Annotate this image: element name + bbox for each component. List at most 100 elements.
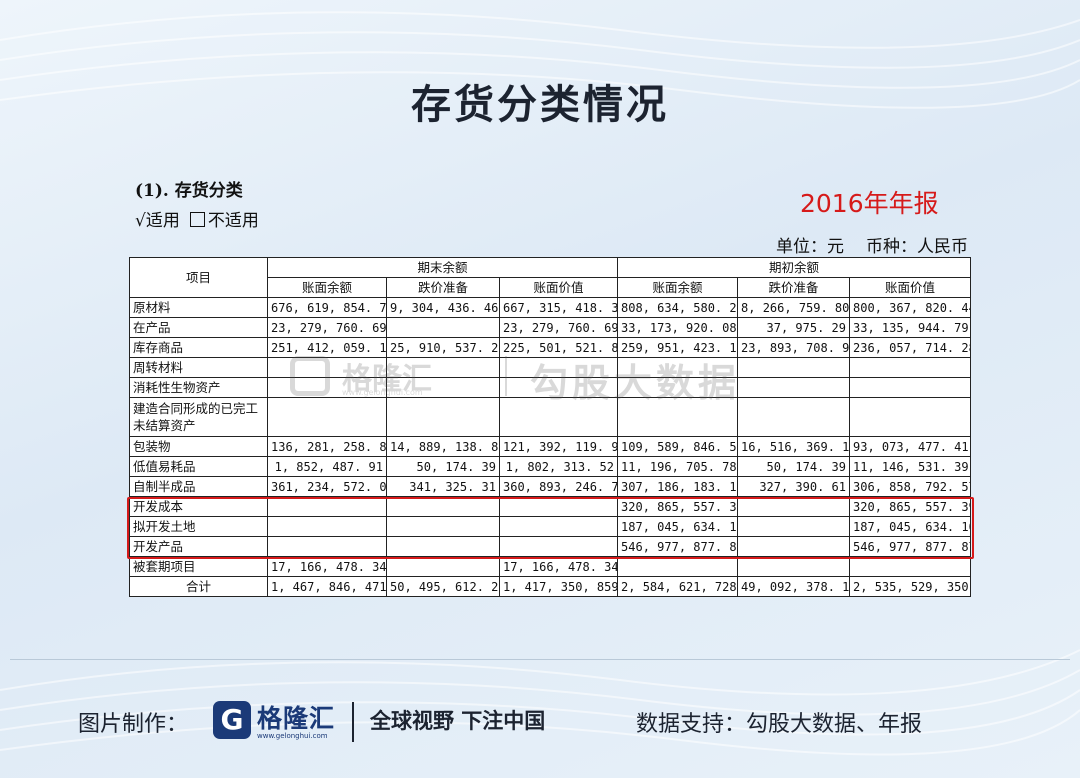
table-cell — [737, 556, 851, 577]
table-cell — [386, 536, 500, 557]
table-cell — [617, 357, 739, 378]
page-title: 存货分类情况 — [411, 82, 669, 128]
table-cell: 1, 802, 313. 52 — [498, 456, 619, 477]
table-cell: 33, 135, 944. 79 — [849, 317, 972, 338]
table-cell: 676, 619, 854. 76 — [267, 297, 387, 318]
table-cell: 667, 315, 418. 30 — [498, 297, 619, 318]
row-label: 建造合同形成的已完工未结算资产 — [129, 397, 268, 437]
row-label: 在产品 — [129, 317, 268, 338]
data-source: 数据支持：勾股大数据、年报 — [636, 712, 923, 737]
unit-label: 单位：元 — [776, 237, 844, 257]
slogan: 全球视野 下注中国 — [370, 709, 546, 733]
table-cell — [498, 377, 619, 398]
table-cell: 17, 166, 478. 34 — [498, 556, 619, 577]
table-row: 在产品 23, 279, 760. 69 23, 279, 760. 69 33, 1… — [129, 317, 972, 338]
unit-line: 单位：元 币种：人民币 — [776, 232, 968, 257]
gelonghui-logo: G 格隆汇 www.gelonghui.com — [213, 699, 353, 743]
table-cell: 236, 057, 714. 28 — [849, 337, 972, 358]
table-cell: 50, 495, 612. 26 — [386, 576, 500, 597]
table-cell: 37, 975. 29 — [737, 317, 851, 338]
table-cell: 23, 893, 708. 90 — [737, 337, 851, 358]
row-label: 库存商品 — [129, 337, 268, 358]
table-body: 原材料 676, 619, 854. 76 9, 304, 436. 46 667, … — [129, 297, 972, 597]
table-cell — [617, 556, 739, 577]
table-cell: 109, 589, 846. 54 — [617, 436, 739, 457]
table-cell — [267, 536, 387, 557]
table-cell — [737, 357, 851, 378]
table-row: 被套期项目 17, 166, 478. 34 17, 166, 478. 34 — [129, 556, 972, 577]
table-cell: 306, 858, 792. 57 — [849, 476, 972, 497]
table-cell — [849, 357, 972, 378]
table-cell: 187, 045, 634. 10 — [617, 516, 739, 537]
table-cell — [498, 357, 619, 378]
table-cell: 93, 073, 477. 41 — [849, 436, 972, 457]
header-item: 项目 — [129, 257, 268, 298]
table-cell: 49, 092, 378. 12 — [737, 576, 851, 597]
header-book-balance: 账面余额 — [267, 277, 387, 298]
table-cell — [617, 377, 739, 398]
table-cell — [498, 536, 619, 557]
table-cell — [737, 496, 851, 517]
row-label: 拟开发土地 — [129, 516, 268, 537]
table-cell — [386, 377, 500, 398]
table-row: 建造合同形成的已完工未结算资产 — [129, 397, 972, 437]
table-row: 合计1, 467, 846, 471. 6850, 495, 612. 261,… — [129, 576, 972, 597]
table-row: 拟开发土地 187, 045, 634. 10 187, 045, 634. 10 — [129, 516, 972, 537]
table-row: 开发产品 546, 977, 877. 87 546, 977, 877. 87 — [129, 536, 972, 557]
table-row: 周转材料 — [129, 357, 972, 378]
table-cell — [498, 397, 619, 437]
table-cell: 2, 535, 529, 350. 24 — [849, 576, 972, 597]
table-cell: 16, 516, 369. 13 — [737, 436, 851, 457]
table-cell: 25, 910, 537. 26 — [386, 337, 500, 358]
header-book-value: 账面价值 — [498, 277, 619, 298]
table-cell: 259, 951, 423. 18 — [617, 337, 739, 358]
table-cell — [386, 516, 500, 537]
row-label: 自制半成品 — [129, 476, 268, 497]
made-by-label: 图片制作： — [78, 712, 189, 737]
table-cell: 1, 852, 487. 91 — [267, 456, 387, 477]
table-cell — [737, 377, 851, 398]
table-cell — [386, 556, 500, 577]
applicability-line: √适用 不适用 — [135, 206, 259, 231]
table-cell — [849, 377, 972, 398]
table-cell — [267, 377, 387, 398]
table-cell: 23, 279, 760. 69 — [498, 317, 619, 338]
checkbox-empty-icon — [189, 212, 205, 227]
row-label: 开发产品 — [129, 536, 268, 557]
table-cell: 121, 392, 119. 98 — [498, 436, 619, 457]
table-cell — [386, 397, 500, 437]
table-cell: 33, 173, 920. 08 — [617, 317, 739, 338]
table-cell — [498, 516, 619, 537]
table-cell — [617, 397, 739, 437]
table-cell: 11, 196, 705. 78 — [617, 456, 739, 477]
report-tag: 2016年年报 — [800, 189, 939, 218]
table-row: 自制半成品 361, 234, 572. 02 341, 325. 31 360, 8… — [129, 476, 972, 497]
table-cell: 11, 146, 531. 39 — [849, 456, 972, 477]
table-cell — [737, 397, 851, 437]
table-cell: 23, 279, 760. 69 — [267, 317, 387, 338]
table-cell — [849, 556, 972, 577]
header-period-begin: 期初余额 — [617, 257, 972, 278]
table-cell: 800, 367, 820. 44 — [849, 297, 972, 318]
table-cell: 50, 174. 39 — [386, 456, 500, 477]
logo-url: www.gelonghui.com — [257, 732, 328, 740]
logo-mark-icon: G — [213, 701, 251, 739]
header-impairment: 跌价准备 — [386, 277, 500, 298]
applicable-option: √适用 — [135, 211, 180, 231]
table-cell: 320, 865, 557. 39 — [849, 496, 972, 517]
row-label: 低值易耗品 — [129, 456, 268, 477]
table-row: 开发成本 320, 865, 557. 39 320, 865, 557. 39 — [129, 496, 972, 517]
row-label: 包装物 — [129, 436, 268, 457]
table-cell: 341, 325. 31 — [386, 476, 500, 497]
table-cell: 50, 174. 39 — [737, 456, 851, 477]
footer-divider — [10, 659, 1070, 660]
table-cell — [737, 516, 851, 537]
row-label: 合计 — [129, 576, 268, 597]
table-cell — [498, 496, 619, 517]
header-book-value: 账面价值 — [849, 277, 972, 298]
table-cell — [386, 496, 500, 517]
table-cell: 307, 186, 183. 18 — [617, 476, 739, 497]
table-cell — [267, 496, 387, 517]
row-label: 开发成本 — [129, 496, 268, 517]
section-heading: (1). 存货分类 — [135, 181, 243, 201]
